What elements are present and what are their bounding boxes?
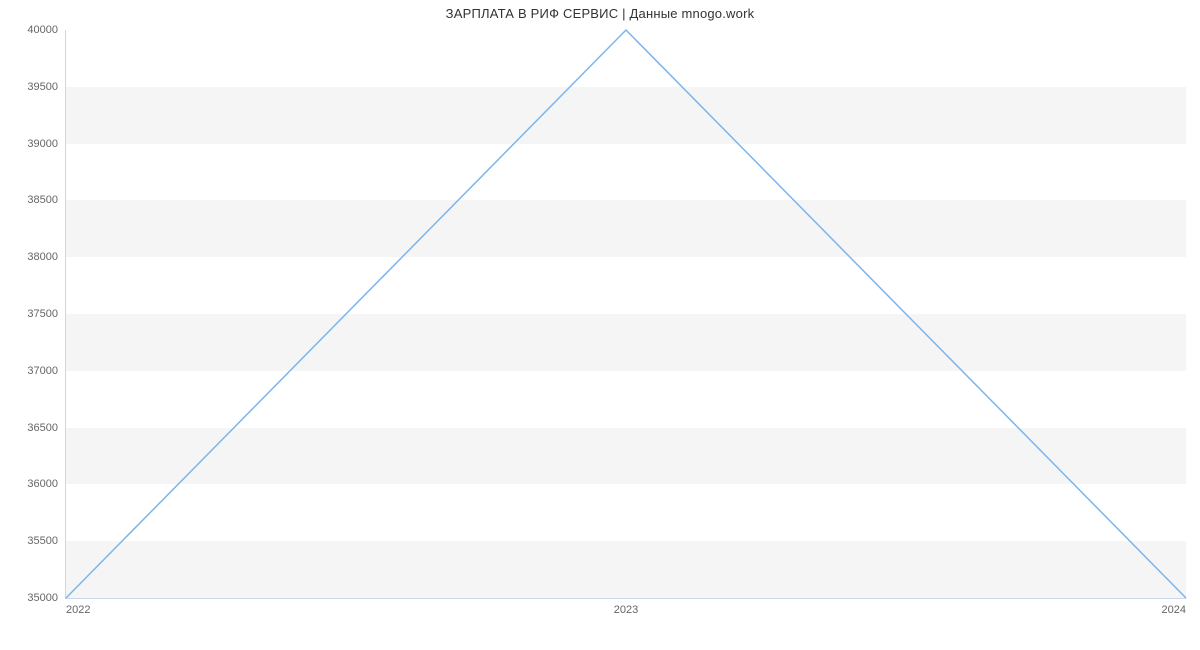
y-tick-label: 37500 <box>27 308 66 320</box>
y-tick-label: 36000 <box>27 478 66 490</box>
y-tick-label: 38000 <box>27 251 66 263</box>
y-tick-label: 40000 <box>27 24 66 36</box>
x-tick-label: 2023 <box>614 598 638 616</box>
plot-area: 3500035500360003650037000375003800038500… <box>65 30 1186 599</box>
line-series-layer <box>66 30 1186 598</box>
y-tick-label: 39500 <box>27 81 66 93</box>
y-tick-label: 35000 <box>27 592 66 604</box>
series-line-salary <box>66 30 1186 598</box>
x-tick-label: 2022 <box>66 598 90 616</box>
salary-line-chart: ЗАРПЛАТА В РИФ СЕРВИС | Данные mnogo.wor… <box>0 0 1200 650</box>
chart-title: ЗАРПЛАТА В РИФ СЕРВИС | Данные mnogo.wor… <box>0 6 1200 21</box>
y-tick-label: 37000 <box>27 365 66 377</box>
y-tick-label: 38500 <box>27 194 66 206</box>
y-tick-label: 36500 <box>27 422 66 434</box>
y-tick-label: 39000 <box>27 138 66 150</box>
x-tick-label: 2024 <box>1162 598 1186 616</box>
y-tick-label: 35500 <box>27 535 66 547</box>
